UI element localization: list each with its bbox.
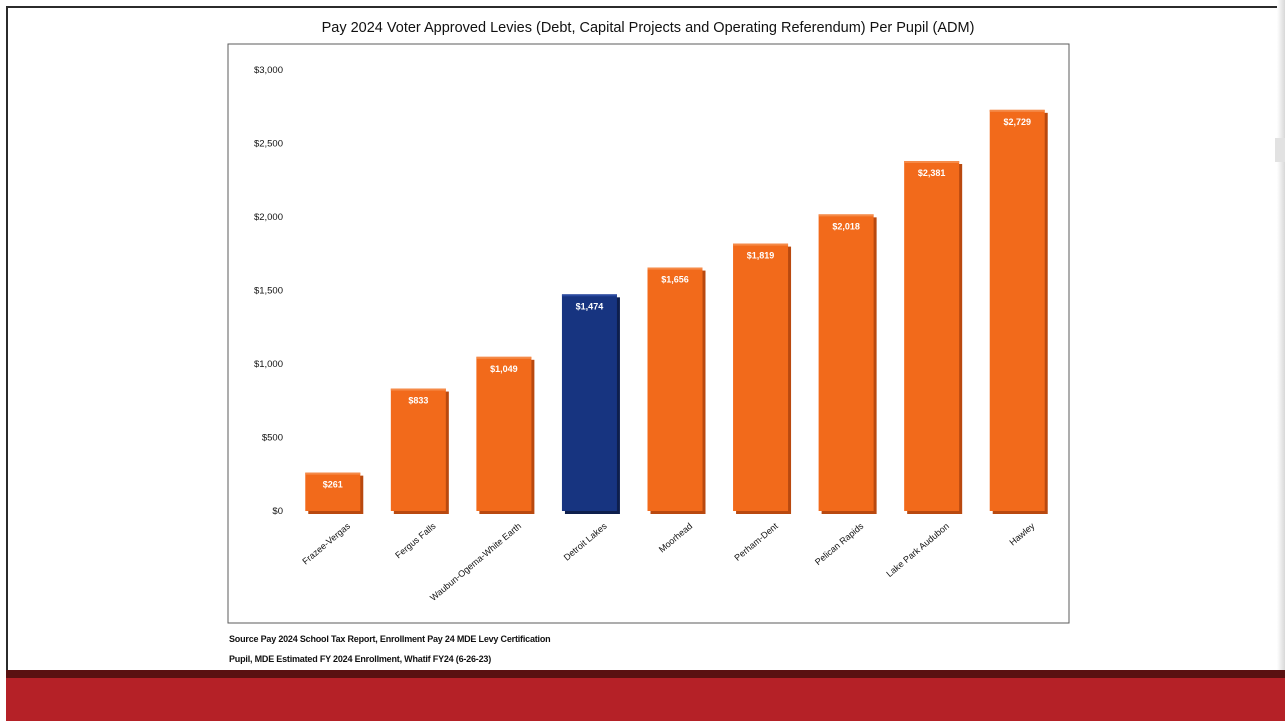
bar-top-highlight [390, 388, 446, 391]
bar [733, 243, 789, 511]
slide-edge [1277, 0, 1285, 721]
bar-top-highlight [818, 214, 874, 217]
bar-top-highlight [647, 267, 703, 270]
source-note-2: Pupil, MDE Estimated FY 2024 Enrollment,… [229, 654, 491, 664]
bar [476, 356, 532, 511]
data-label: $833 [408, 396, 428, 406]
data-label: $261 [323, 480, 343, 490]
side-tab [1275, 138, 1285, 162]
footer-stripe [6, 670, 1285, 678]
y-tick-label: $2,000 [254, 212, 283, 223]
y-tick-label: $1,500 [254, 286, 283, 297]
bar [561, 294, 617, 511]
data-label: $2,381 [918, 168, 946, 178]
bar-group: $2,381 [904, 160, 963, 515]
x-tick-label: Perham-Dent [732, 521, 780, 563]
data-label: $2,018 [832, 221, 860, 231]
slide-frame [6, 6, 1285, 721]
bar [647, 267, 703, 511]
x-tick-label: Detroit Lakes [562, 521, 609, 563]
y-tick-label: $3,000 [254, 65, 283, 76]
bar [989, 109, 1045, 511]
bar-top-highlight [305, 472, 361, 475]
bars: $261 $833 $1,049 $1,474 $1,656 $1,819 $2,018 $2… [305, 109, 1048, 515]
chart-border [227, 43, 1070, 624]
bar-top-highlight [561, 294, 617, 297]
source-note: Source Pay 2024 School Tax Report, Enrol… [229, 634, 551, 644]
x-tick-label: Hawley [1007, 521, 1036, 548]
bar [818, 214, 874, 511]
footer-band [6, 678, 1285, 721]
x-tick-label: Frazee-Vergas [300, 521, 352, 567]
bar-group: $1,049 [476, 356, 535, 514]
bar-group: $2,729 [989, 109, 1048, 514]
y-tick-label: $500 [262, 433, 283, 444]
bar [904, 160, 960, 512]
x-tick-label: Lake Park Audubon [884, 521, 951, 579]
y-tick-label: $2,500 [254, 139, 283, 150]
x-tick-label: Moorhead [657, 521, 694, 555]
data-label: $1,049 [490, 364, 518, 374]
chart-title: Pay 2024 Voter Approved Levies (Debt, Ca… [321, 20, 975, 36]
bar-group: $1,656 [647, 267, 706, 514]
bar [305, 472, 361, 511]
data-label: $1,656 [661, 275, 689, 285]
y-tick-label: $1,000 [254, 359, 283, 370]
x-tick-label: Waubun-Ogema-White Earth [428, 521, 523, 603]
bar-group: $1,474 [561, 294, 620, 514]
bar-top-highlight [476, 356, 532, 359]
bar [390, 388, 446, 511]
bar-group: $2,018 [818, 214, 877, 514]
x-tick-label: Pelican Rapids [813, 521, 866, 568]
bar-group: $261 [305, 472, 364, 514]
bar-group: $1,819 [733, 243, 792, 514]
data-label: $1,474 [576, 301, 604, 311]
x-tick-label: Fergus Falls [393, 521, 438, 561]
data-label: $2,729 [1003, 117, 1031, 127]
data-label: $1,819 [747, 251, 775, 261]
bar-top-highlight [904, 160, 960, 163]
y-tick-label: $0 [272, 506, 283, 517]
x-axis: Frazee-Vergas Fergus FallsWaubun-Ogema-Wh… [300, 521, 1036, 603]
y-axis: $0 $500 $1,000 $1,500 $2,000 $2,500 $3,000 [254, 65, 283, 517]
bar-top-highlight [989, 109, 1045, 112]
bar-top-highlight [733, 243, 789, 246]
bar-group: $833 [390, 388, 449, 514]
